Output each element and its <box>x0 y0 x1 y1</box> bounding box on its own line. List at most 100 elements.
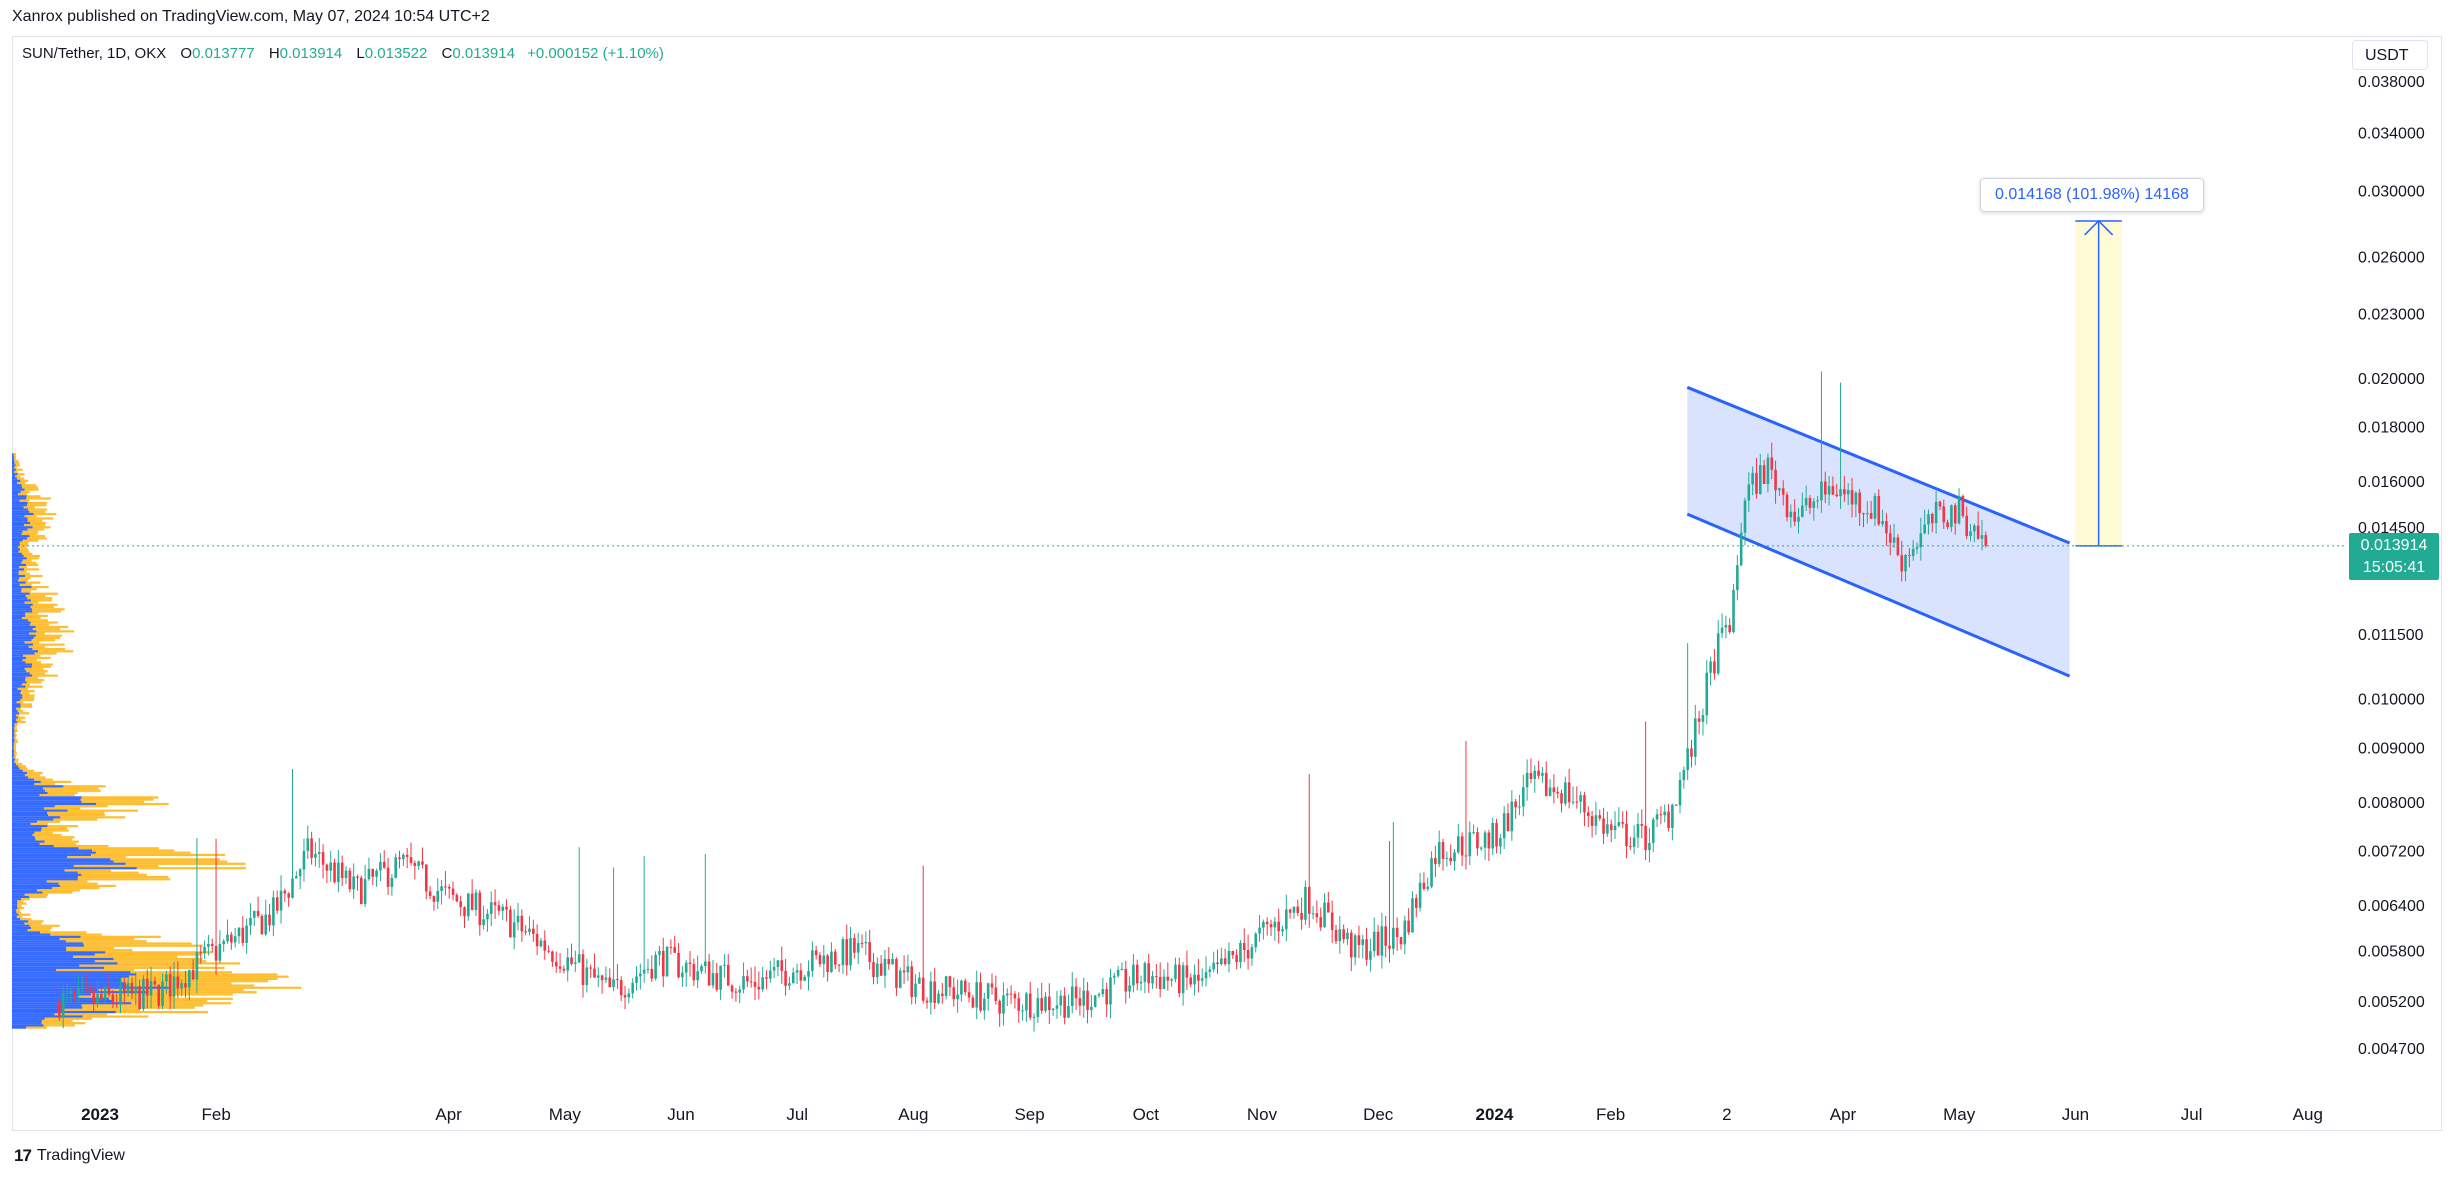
candle-body <box>1560 793 1563 804</box>
volume-profile-bar <box>12 608 32 611</box>
candle-body <box>1892 537 1896 543</box>
candle-body <box>1518 806 1521 808</box>
volume-profile-bar <box>12 946 67 950</box>
volume-profile-bar-secondary <box>31 926 52 930</box>
currency-selector[interactable]: USDT <box>2352 40 2428 70</box>
volume-profile-bar-secondary <box>39 794 75 797</box>
volume-profile-bar <box>12 895 30 899</box>
candle-body <box>1908 554 1911 556</box>
candle-body <box>1495 823 1498 847</box>
volume-profile-bar <box>12 740 15 744</box>
candle-body <box>1583 795 1586 813</box>
measure-tool[interactable] <box>2075 219 2122 547</box>
volume-profile-bar <box>12 776 29 779</box>
volume-profile-bar <box>12 734 15 737</box>
candle-body <box>1135 964 1139 984</box>
y-tick-label: 0.016000 <box>2358 474 2425 491</box>
volume-profile-bar-secondary <box>47 825 78 828</box>
volume-profile-bar <box>12 614 26 617</box>
measure-arrow-head <box>2084 219 2114 236</box>
volume-profile-bar <box>12 566 20 569</box>
candle-body <box>390 877 394 887</box>
volume-profile-bar <box>12 825 48 828</box>
candle-body <box>1663 811 1667 816</box>
candle-body <box>161 981 164 1006</box>
candle-body <box>1659 814 1663 816</box>
volume-profile-bar-secondary <box>45 789 101 792</box>
candle-body <box>249 917 252 926</box>
volume-profile-bar-secondary <box>19 577 31 580</box>
candle-body <box>1915 547 1919 549</box>
candle-body <box>1713 661 1716 674</box>
candle-body <box>707 961 711 986</box>
candle-body <box>1445 857 1449 859</box>
candle-body <box>1571 801 1575 803</box>
candle-body <box>1552 787 1556 792</box>
volume-profile-bar <box>12 588 22 591</box>
volume-profile-bar <box>12 539 23 542</box>
volume-profile-bar-secondary <box>117 962 241 965</box>
volume-profile-bar-secondary <box>28 619 48 622</box>
time-axis[interactable]: 2023 Feb Apr May Jun Jul Aug Sep Oct Nov Dec 2024 Fe… <box>81 1105 2323 1124</box>
candle-body <box>539 940 543 947</box>
volume-profile-bar-secondary <box>66 946 115 950</box>
symbol-name[interactable]: SUN/Tether, 1D, OKX <box>22 45 167 62</box>
volume-profile-bar <box>12 904 18 907</box>
candle-body <box>1502 813 1506 839</box>
volume-profile-bar <box>12 962 118 965</box>
volume-profile-bar <box>12 957 114 961</box>
volume-profile-bar <box>12 787 44 790</box>
candle-body <box>142 978 145 1010</box>
candle-body <box>780 960 784 971</box>
candle-body <box>1311 913 1315 915</box>
price-axis[interactable]: 0.038000 0.034000 0.030000 0.026000 0.023000… <box>2358 74 2425 1058</box>
volume-profile-bar <box>12 982 126 985</box>
volume-profile-bar-secondary <box>15 464 20 467</box>
candle-body <box>459 901 462 908</box>
candle-body <box>811 950 814 972</box>
candle-body <box>963 980 967 993</box>
volume-profile-bar-secondary <box>25 594 46 598</box>
candle-body <box>723 964 726 966</box>
volume-profile-bar <box>12 783 35 786</box>
volume-profile-bar <box>12 754 15 757</box>
volume-profile-bar <box>12 477 18 480</box>
volume-profile-bar <box>12 468 16 471</box>
candle-body <box>73 991 76 995</box>
volume-profile-bar <box>12 807 44 810</box>
volume-profile-bar-secondary <box>67 856 126 859</box>
candle-body <box>1128 985 1131 992</box>
volume-profile-bar-secondary <box>25 676 38 679</box>
candle-body <box>635 976 638 983</box>
candle-body <box>746 976 749 982</box>
candle-body <box>1950 505 1953 528</box>
candle-body <box>482 919 485 926</box>
volume-profile-bar <box>12 636 34 640</box>
volume-profile-bar-secondary <box>168 986 302 989</box>
candle-body <box>398 857 401 860</box>
low-label: L <box>356 45 365 62</box>
volume-profile-bar-secondary <box>18 572 30 575</box>
candle-body <box>1166 976 1170 981</box>
volume-profile-bar-secondary <box>29 510 46 513</box>
candle-body <box>574 962 577 964</box>
candle-body <box>1785 494 1789 518</box>
candle-body <box>1300 912 1303 920</box>
descending-channel[interactable] <box>1686 385 2071 678</box>
candle-body <box>1613 825 1617 831</box>
candle-body <box>1636 824 1640 838</box>
volume-profile-bar-secondary <box>17 473 25 476</box>
volume-profile-bar-secondary <box>33 636 60 640</box>
volume-profile-bar <box>12 574 26 578</box>
candle-body <box>1032 1017 1036 1019</box>
candle-body <box>455 894 459 902</box>
candle-body <box>742 976 745 990</box>
candle-body <box>1036 998 1040 1018</box>
candle-body <box>975 982 978 1008</box>
volume-profile-bar <box>12 557 27 560</box>
volume-profile-bar-secondary <box>73 955 178 958</box>
candle-body <box>570 957 573 964</box>
channel-lower-line <box>1686 512 2071 678</box>
candle-body <box>654 954 657 979</box>
